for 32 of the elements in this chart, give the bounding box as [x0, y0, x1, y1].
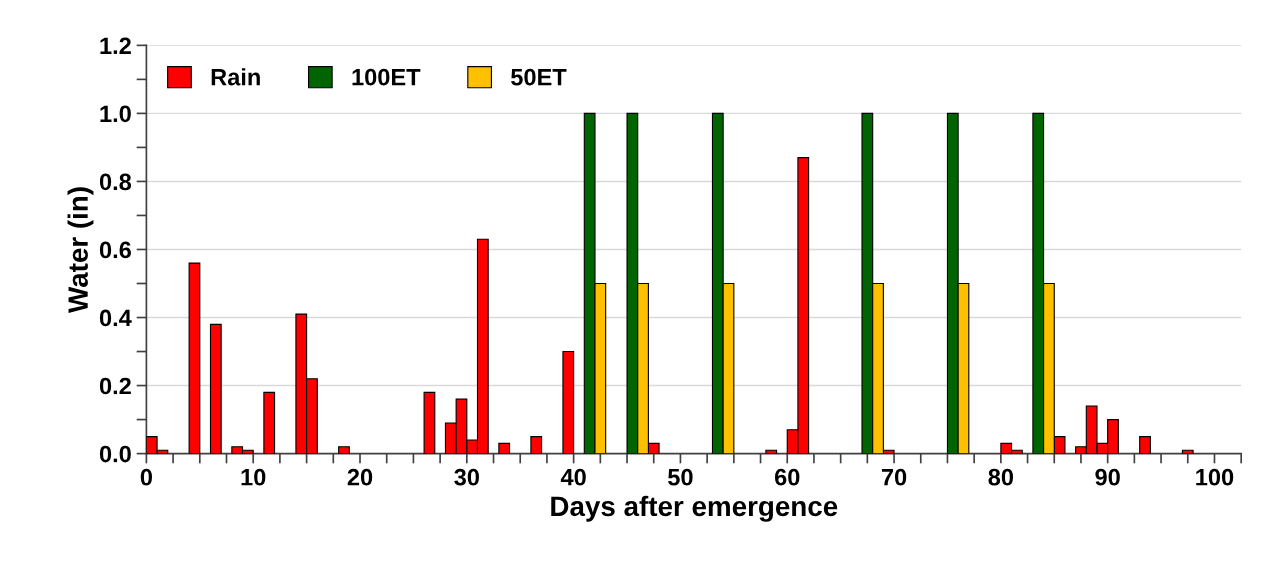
- y-tick-label: 1.0: [100, 105, 131, 123]
- x-tick-label: 20: [347, 468, 373, 486]
- legend-label: Rain: [211, 68, 260, 86]
- x-tick-label: 90: [1095, 468, 1120, 486]
- bar: [498, 442, 511, 454]
- y-tick-label: 0.8: [99, 173, 132, 191]
- y-tick-label: 1.2: [100, 37, 131, 54]
- bar: [530, 436, 543, 454]
- bar: [338, 446, 350, 454]
- legend-label: 50ET: [511, 68, 567, 86]
- x-tick-label: 50: [668, 468, 693, 486]
- legend-label: 100ET: [352, 68, 421, 86]
- x-tick-label: 30: [454, 468, 479, 486]
- bar: [1139, 436, 1151, 454]
- x-axis-title: Days after emergence: [551, 495, 838, 522]
- x-tick-label: 70: [881, 468, 907, 486]
- y-axis-title: Water (in): [67, 187, 94, 313]
- y-tick-label: 0.0: [99, 445, 131, 463]
- y-tick-label: 0.6: [99, 241, 131, 259]
- y-tick-label: 0.4: [99, 309, 132, 327]
- bar: [188, 262, 201, 454]
- bar: [562, 350, 575, 454]
- bar: [423, 391, 436, 454]
- x-tick-label: 100: [1196, 468, 1234, 486]
- bar: [263, 391, 276, 454]
- x-tick-label: 60: [774, 468, 800, 486]
- x-tick-label: 80: [988, 468, 1014, 486]
- x-tick-label: 40: [560, 468, 586, 486]
- x-tick-label: 0: [140, 468, 152, 486]
- x-tick-label: 10: [241, 468, 266, 486]
- y-tick-label: 0.2: [99, 377, 131, 395]
- bar: [209, 323, 222, 454]
